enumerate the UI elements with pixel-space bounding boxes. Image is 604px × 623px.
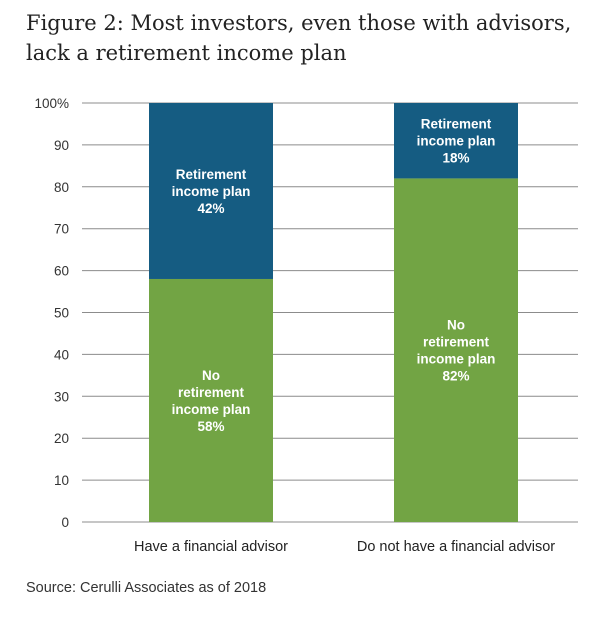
bar-segment-no-plan-1 [149,278,273,522]
source-note: Source: Cerulli Associates as of 2018 [26,580,267,596]
y-tick-label: 90 [54,138,69,153]
category-label-2: Do not have a financial advisor [357,539,555,555]
bar-segment-plan-1 [149,103,273,279]
bar-segment-plan-2 [394,103,518,179]
bar-segment-no-plan-2 [394,178,518,523]
y-tick-label: 10 [54,473,69,488]
figure-title: Figure 2: Most investors, even those wit… [26,11,572,65]
y-axis-tick-labels: 0 10 20 30 40 50 60 70 80 90 100% [34,96,69,530]
segment-label-no-plan-1: No retirement income plan 58% [172,368,251,434]
y-tick-label: 50 [54,306,69,321]
y-tick-label: 100% [34,96,69,111]
x-axis-category-labels: Have a financial advisor Do not have a fi… [134,539,555,555]
segment-label-plan-2: Retirement income plan 18% [417,117,496,166]
bars [149,103,518,523]
y-tick-label: 0 [61,515,69,530]
segment-labels: No retirement income plan 58% Retirement inco… [172,117,496,434]
segment-label-no-plan-2: No retirement income plan 82% [417,318,496,384]
y-tick-label: 70 [54,222,69,237]
y-tick-label: 80 [54,180,69,195]
y-tick-label: 60 [54,264,69,279]
y-tick-label: 30 [54,389,69,404]
category-label-1: Have a financial advisor [134,539,288,555]
y-tick-label: 20 [54,431,69,446]
y-tick-label: 40 [54,347,69,362]
segment-label-plan-1: Retirement income plan 42% [172,167,251,216]
